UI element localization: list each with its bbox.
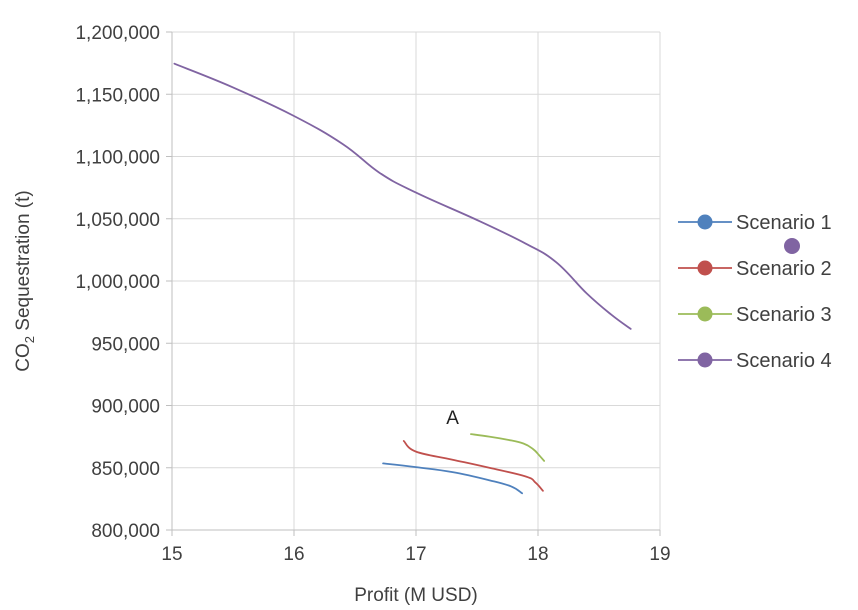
y-tick-label: 1,150,000 xyxy=(75,85,160,106)
y-axis-title-suffix: Sequestration (t) xyxy=(13,190,34,336)
y-tick-label: 1,100,000 xyxy=(75,148,160,169)
y-tick-label: 1,200,000 xyxy=(75,23,160,44)
series-line-scenario-3 xyxy=(470,433,545,462)
x-tick-label: 19 xyxy=(649,544,670,565)
x-tick-label: 16 xyxy=(283,544,304,565)
legend-marker xyxy=(697,260,713,276)
y-tick-label: 1,050,000 xyxy=(75,210,160,231)
x-axis-title: Profit (M USD) xyxy=(354,585,478,606)
y-tick-label: 850,000 xyxy=(91,459,160,480)
legend-marker xyxy=(697,214,713,230)
legend-label: Scenario 4 xyxy=(736,350,832,372)
y-axis-ticks: 800,000 850,000 900,000 950,000 1,000,000 1,0… xyxy=(75,23,172,542)
x-tick-label: 15 xyxy=(161,544,182,565)
y-axis-title-subscript: 2 xyxy=(22,336,37,343)
x-axis-ticks: 15 16 17 18 19 xyxy=(161,530,671,565)
stray-marker xyxy=(784,238,800,254)
annotation-label: A xyxy=(446,408,459,429)
legend-marker xyxy=(697,352,713,368)
series-line-scenario-1 xyxy=(382,462,523,495)
x-tick-label: 17 xyxy=(405,544,426,565)
series-line-scenario-4 xyxy=(173,62,632,330)
legend: Scenario 1 Scenario 2 Scenario 3 Scenario 4 xyxy=(678,212,832,372)
gridlines xyxy=(172,31,661,530)
legend-item-scenario-2: Scenario 2 xyxy=(678,258,832,280)
legend-marker xyxy=(697,306,713,322)
legend-label: Scenario 1 xyxy=(736,212,832,234)
y-tick-label: 1,000,000 xyxy=(75,272,160,293)
y-axis-title-prefix: CO xyxy=(13,343,34,372)
y-tick-label: 800,000 xyxy=(91,521,160,542)
y-axis-title: CO2 Sequestration (t) xyxy=(13,190,37,371)
x-tick-label: 18 xyxy=(527,544,548,565)
annotations: A xyxy=(446,408,459,429)
legend-label: Scenario 2 xyxy=(736,258,832,280)
series-line-scenario-2 xyxy=(402,440,544,492)
y-tick-label: 900,000 xyxy=(91,397,160,418)
series-lines xyxy=(173,62,632,495)
y-tick-label: 950,000 xyxy=(91,334,160,355)
legend-item-scenario-4: Scenario 4 xyxy=(678,350,832,372)
legend-item-scenario-1: Scenario 1 xyxy=(678,212,832,234)
legend-label: Scenario 3 xyxy=(736,304,832,326)
legend-item-scenario-3: Scenario 3 xyxy=(678,304,832,326)
